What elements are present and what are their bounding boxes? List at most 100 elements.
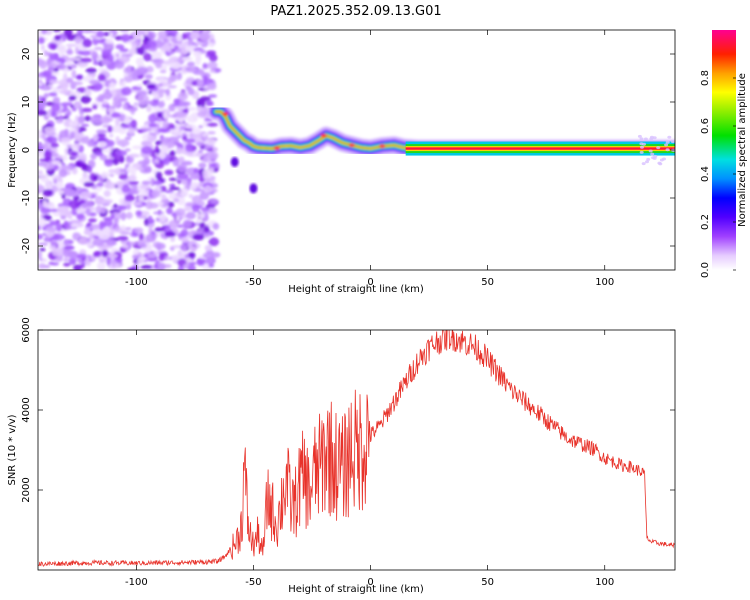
noise-speck (81, 204, 88, 209)
noise-speck (126, 107, 138, 112)
noise-speck (92, 251, 102, 258)
noise-speck (128, 153, 141, 158)
noise-speck (89, 224, 101, 230)
noise-speck (62, 154, 68, 162)
noise-speck (151, 125, 158, 132)
x-tick-label: 50 (481, 577, 494, 588)
noise-speck (181, 56, 193, 61)
noise-speck (75, 161, 82, 168)
noise-speck (60, 102, 73, 106)
noise-speck (38, 110, 48, 116)
noise-speck (51, 103, 61, 112)
noise-speck (640, 145, 644, 149)
noise-speck (179, 187, 189, 197)
noise-speck (202, 63, 208, 69)
noise-speck (206, 170, 212, 179)
noise-speck (108, 169, 116, 174)
noise-speck (41, 132, 46, 140)
noise-speck (657, 161, 662, 165)
noise-speck (117, 205, 127, 211)
noise-speck (73, 133, 82, 142)
noise-speck (80, 107, 93, 113)
noise-speck (66, 245, 74, 250)
noise-speck (39, 60, 48, 70)
noise-speck (145, 233, 157, 243)
noise-speck (648, 149, 653, 153)
noise-speck (59, 137, 71, 142)
noise-speck (173, 111, 186, 119)
noise-speck (46, 226, 57, 233)
noise-speck (135, 57, 144, 66)
noise-speck (46, 110, 53, 118)
noise-speck (59, 89, 70, 95)
x-tick-label: -50 (245, 277, 261, 288)
noise-speck (163, 224, 172, 229)
noise-speck (210, 199, 218, 204)
noise-speck (124, 163, 130, 167)
noise-speck (203, 185, 213, 194)
noise-speck (63, 258, 70, 262)
noise-speck (649, 135, 654, 139)
noise-speck (95, 205, 103, 214)
noise-speck (641, 162, 646, 166)
noise-speck (170, 235, 176, 242)
noise-speck (211, 252, 221, 258)
noise-speck (49, 221, 59, 226)
colorbar-tick-label: 0.4 (700, 166, 711, 182)
noise-speck (146, 83, 157, 89)
noise-speck (637, 134, 642, 138)
noise-speck (96, 138, 107, 142)
noise-speck (84, 227, 91, 236)
noise-speck (119, 231, 131, 236)
noise-speck (109, 173, 115, 177)
colorbar-tick-label: 0.0 (700, 262, 711, 278)
noise-speck (188, 45, 194, 53)
noise-speck (140, 243, 147, 248)
x-tick-label: -50 (245, 577, 261, 588)
noise-speck (185, 211, 196, 220)
colorbar-ticks: 0.0 0.2 0.4 0.6 0.8 (700, 70, 736, 278)
noise-speck (199, 32, 211, 42)
noise-speck (44, 141, 50, 149)
noise-speck (70, 104, 75, 108)
noise-speck (70, 151, 78, 157)
noise-speck (67, 250, 79, 260)
noise-speck (127, 64, 132, 74)
noise-speck (113, 218, 119, 224)
noise-speck (38, 95, 44, 100)
noise-speck (158, 213, 167, 223)
noise-speck (99, 154, 108, 161)
noise-speck (164, 169, 174, 176)
noise-speck (84, 88, 92, 97)
noise-speck (639, 142, 644, 146)
noise-speck (63, 248, 70, 258)
noise-speck (80, 57, 93, 63)
noise-speck (208, 42, 215, 48)
noise-speck (58, 190, 65, 195)
noise-speck (71, 81, 84, 86)
noise-speck (175, 123, 180, 133)
noise-speck (133, 68, 143, 77)
noise-speck (211, 179, 216, 184)
noise-speck (182, 108, 189, 114)
noise-speck (76, 30, 83, 36)
y-tick-label: 2000 (21, 477, 32, 502)
noise-speck (101, 171, 108, 179)
noise-speck (121, 86, 132, 96)
y-tick-label: 4000 (21, 397, 32, 422)
noise-speck (180, 243, 188, 251)
hot-spot (320, 133, 327, 138)
noise-speck (204, 244, 213, 252)
noise-speck (194, 188, 206, 192)
noise-speck (168, 56, 180, 64)
noise-speck (656, 146, 661, 150)
noise-speck (212, 147, 218, 152)
noise-speck (154, 227, 164, 233)
hot-spot (273, 146, 280, 151)
noise-speck (94, 196, 106, 205)
noise-speck (164, 41, 170, 49)
noise-speck (188, 251, 196, 259)
noise-speck (76, 253, 87, 259)
noise-speck (203, 135, 208, 140)
noise-speck (188, 194, 194, 199)
